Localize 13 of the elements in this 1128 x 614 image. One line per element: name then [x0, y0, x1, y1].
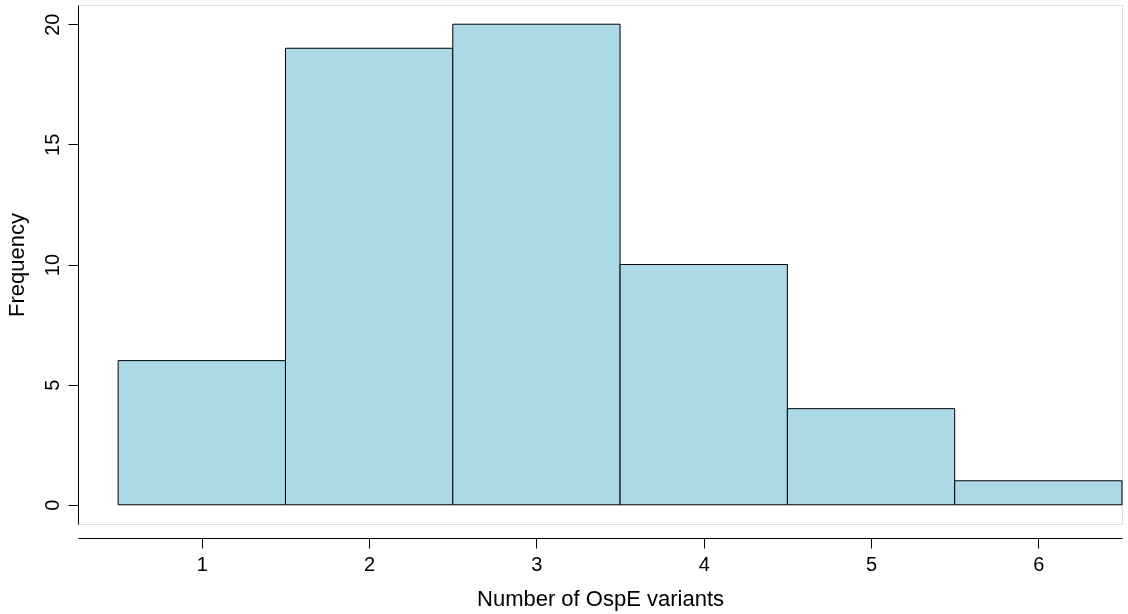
y-tick-label: 10: [40, 253, 63, 277]
x-tick-label: 1: [196, 552, 208, 575]
x-tick-label: 4: [698, 552, 710, 575]
y-tick-label: 5: [40, 379, 63, 391]
y-tick-label: 20: [40, 13, 63, 36]
x-tick-label: 6: [1033, 552, 1045, 575]
x-tick-label: 5: [865, 552, 878, 575]
y-axis-title: Frequency: [3, 213, 29, 317]
x-tick-label: 2: [364, 552, 376, 575]
y-tick-label: 0: [40, 499, 63, 511]
x-axis-title: Number of OspE variants: [477, 585, 724, 611]
x-tick-label: 3: [531, 552, 543, 575]
y-tick-label: 15: [40, 133, 63, 156]
